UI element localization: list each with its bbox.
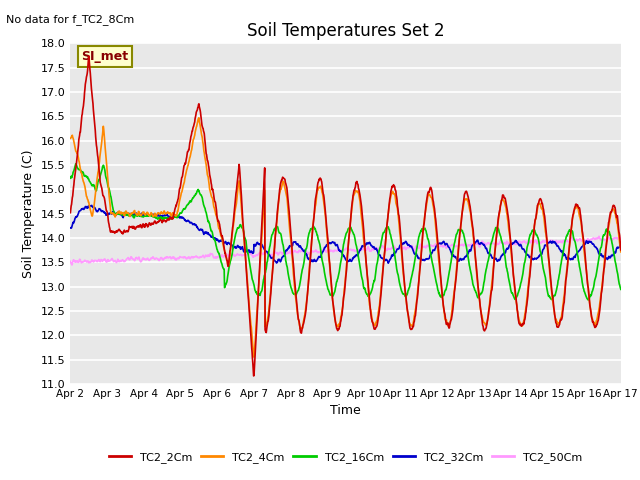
X-axis label: Time: Time — [330, 405, 361, 418]
Legend: TC2_2Cm, TC2_4Cm, TC2_16Cm, TC2_32Cm, TC2_50Cm: TC2_2Cm, TC2_4Cm, TC2_16Cm, TC2_32Cm, TC… — [104, 447, 587, 468]
Title: Soil Temperatures Set 2: Soil Temperatures Set 2 — [247, 22, 444, 40]
Y-axis label: Soil Temperature (C): Soil Temperature (C) — [22, 149, 35, 278]
Text: SI_met: SI_met — [81, 50, 129, 63]
Text: No data for f_TC2_8Cm: No data for f_TC2_8Cm — [6, 14, 134, 25]
